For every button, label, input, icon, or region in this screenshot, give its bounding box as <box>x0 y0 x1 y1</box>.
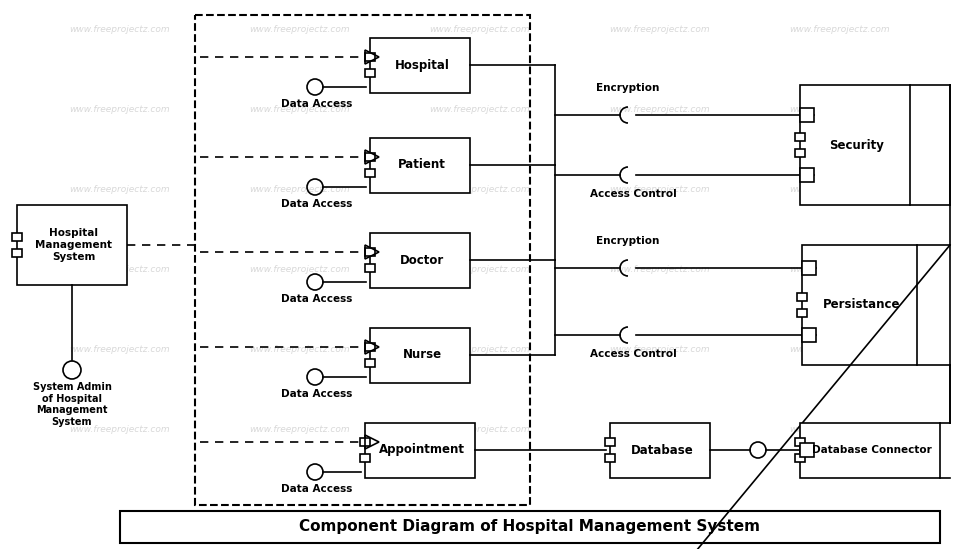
Bar <box>365 359 375 367</box>
Bar <box>360 438 370 446</box>
Text: www.freeprojectz.com: www.freeprojectz.com <box>250 345 350 355</box>
Text: www.freeprojectz.com: www.freeprojectz.com <box>790 266 890 274</box>
Bar <box>800 85 910 205</box>
Bar <box>800 443 814 457</box>
Text: www.freeprojectz.com: www.freeprojectz.com <box>429 186 531 194</box>
Text: www.freeprojectz.com: www.freeprojectz.com <box>70 25 170 35</box>
Text: www.freeprojectz.com: www.freeprojectz.com <box>610 25 710 35</box>
Bar <box>370 328 470 383</box>
Text: Doctor: Doctor <box>400 254 445 266</box>
Text: www.freeprojectz.com: www.freeprojectz.com <box>790 345 890 355</box>
Text: Encryption: Encryption <box>597 236 660 246</box>
Text: Hospital: Hospital <box>395 59 449 71</box>
Text: Hospital
Management
System: Hospital Management System <box>35 228 113 262</box>
Bar <box>370 137 470 193</box>
Text: www.freeprojectz.com: www.freeprojectz.com <box>790 105 890 115</box>
Text: www.freeprojectz.com: www.freeprojectz.com <box>610 345 710 355</box>
Text: Persistance: Persistance <box>823 299 901 311</box>
Text: www.freeprojectz.com: www.freeprojectz.com <box>429 425 531 434</box>
Text: Data Access: Data Access <box>281 294 353 304</box>
Bar <box>365 423 475 478</box>
Bar <box>360 454 370 462</box>
Text: www.freeprojectz.com: www.freeprojectz.com <box>790 186 890 194</box>
Text: Database Connector: Database Connector <box>813 445 932 455</box>
Text: www.freeprojectz.com: www.freeprojectz.com <box>70 345 170 355</box>
Bar <box>605 438 615 446</box>
Text: Data Access: Data Access <box>281 199 353 209</box>
Text: System Admin
of Hospital
Management
System: System Admin of Hospital Management Syst… <box>33 382 112 427</box>
Bar <box>365 343 375 351</box>
Text: www.freeprojectz.com: www.freeprojectz.com <box>429 25 531 35</box>
Bar <box>365 169 375 177</box>
Text: Access Control: Access Control <box>590 189 677 199</box>
Text: Patient: Patient <box>398 159 445 171</box>
Text: Data Access: Data Access <box>281 484 353 494</box>
Text: Data Access: Data Access <box>281 389 353 399</box>
Bar <box>802 245 918 365</box>
Bar <box>17 205 127 285</box>
Text: Nurse: Nurse <box>402 349 442 361</box>
Text: www.freeprojectz.com: www.freeprojectz.com <box>250 25 350 35</box>
Bar <box>800 168 814 182</box>
Bar <box>800 423 940 478</box>
Text: Security: Security <box>830 138 884 152</box>
Text: Data Access: Data Access <box>281 99 353 109</box>
Text: Encryption: Encryption <box>597 83 660 93</box>
Bar <box>365 69 375 77</box>
Text: Component Diagram of Hospital Management System: Component Diagram of Hospital Management… <box>299 519 761 535</box>
Bar <box>795 454 805 462</box>
Bar <box>120 511 940 543</box>
Bar <box>365 153 375 161</box>
Bar <box>795 149 805 157</box>
Bar <box>365 53 375 61</box>
Text: www.freeprojectz.com: www.freeprojectz.com <box>250 425 350 434</box>
Bar <box>610 423 710 478</box>
Bar <box>802 261 816 275</box>
Bar <box>365 264 375 272</box>
Text: www.freeprojectz.com: www.freeprojectz.com <box>250 266 350 274</box>
Bar <box>365 248 375 256</box>
Text: www.freeprojectz.com: www.freeprojectz.com <box>429 266 531 274</box>
Text: www.freeprojectz.com: www.freeprojectz.com <box>70 266 170 274</box>
Text: www.freeprojectz.com: www.freeprojectz.com <box>429 345 531 355</box>
Text: www.freeprojectz.com: www.freeprojectz.com <box>610 425 710 434</box>
Text: www.freeprojectz.com: www.freeprojectz.com <box>70 186 170 194</box>
Bar <box>195 15 530 505</box>
Bar <box>797 293 808 301</box>
Text: www.freeprojectz.com: www.freeprojectz.com <box>790 25 890 35</box>
Bar <box>605 454 615 462</box>
Text: Appointment: Appointment <box>379 444 465 457</box>
Text: www.freeprojectz.com: www.freeprojectz.com <box>610 266 710 274</box>
Text: www.freeprojectz.com: www.freeprojectz.com <box>250 186 350 194</box>
Text: www.freeprojectz.com: www.freeprojectz.com <box>610 105 710 115</box>
Bar <box>12 233 22 241</box>
Text: www.freeprojectz.com: www.freeprojectz.com <box>610 186 710 194</box>
Bar <box>795 133 805 141</box>
Bar <box>802 328 816 342</box>
Bar <box>797 309 808 317</box>
Text: www.freeprojectz.com: www.freeprojectz.com <box>70 425 170 434</box>
Text: www.freeprojectz.com: www.freeprojectz.com <box>429 105 531 115</box>
Text: www.freeprojectz.com: www.freeprojectz.com <box>790 425 890 434</box>
Text: www.freeprojectz.com: www.freeprojectz.com <box>70 105 170 115</box>
Text: Access Control: Access Control <box>590 349 677 359</box>
Bar <box>12 249 22 257</box>
Bar <box>370 37 470 92</box>
Text: www.freeprojectz.com: www.freeprojectz.com <box>250 105 350 115</box>
Text: Database: Database <box>631 444 693 457</box>
Bar <box>370 232 470 288</box>
Bar <box>795 438 805 446</box>
Bar <box>800 108 814 122</box>
